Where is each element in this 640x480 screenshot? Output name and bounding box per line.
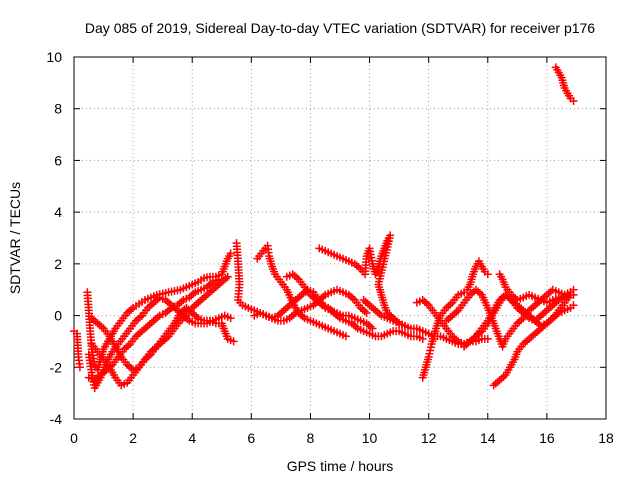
- series-arc-k: [315, 231, 410, 330]
- plot-area-frame: [73, 56, 607, 420]
- grid-lines: [74, 57, 606, 419]
- y-axis-label: SDTVAR / TECUs: [7, 182, 23, 294]
- series-arc-e: [87, 303, 238, 390]
- y-tick-label: 2: [54, 256, 62, 272]
- data-marks: [70, 63, 578, 392]
- x-tick-label: 4: [188, 430, 196, 446]
- data-point: [569, 301, 578, 310]
- x-tick-label: 8: [307, 430, 315, 446]
- series-arc-h: [253, 241, 350, 341]
- data-point: [75, 363, 84, 372]
- series-arc-i: [250, 285, 371, 325]
- data-point: [483, 270, 492, 279]
- series-arc-m: [418, 257, 492, 382]
- chart-title: Day 085 of 2019, Sidereal Day-to-day VTE…: [85, 20, 595, 36]
- data-point: [569, 96, 578, 105]
- y-tick-label: 8: [54, 101, 62, 117]
- y-tick-label: 4: [54, 204, 62, 220]
- x-tick-label: 16: [539, 430, 555, 446]
- y-tick-label: 0: [54, 308, 62, 324]
- data-point: [566, 288, 575, 297]
- series-arc-q: [489, 301, 578, 390]
- x-tick-label: 18: [598, 430, 614, 446]
- data-point: [341, 332, 350, 341]
- x-tick-label: 10: [362, 430, 378, 446]
- x-tick-label: 6: [247, 430, 255, 446]
- y-tick-label: 10: [46, 49, 62, 65]
- y-tick-label: -4: [50, 411, 63, 427]
- series-arc-f: [84, 293, 235, 392]
- data-point: [226, 249, 235, 258]
- data-point: [418, 334, 427, 343]
- x-tick-label: 0: [70, 430, 78, 446]
- x-tick-label: 12: [421, 430, 437, 446]
- data-point: [229, 337, 238, 346]
- y-tick-label: -2: [50, 359, 63, 375]
- data-point: [223, 272, 232, 281]
- x-tick-labels: 0 2 4 6 8 10 12 14 16 18: [70, 430, 614, 446]
- series-arc-j: [282, 270, 427, 343]
- series-arc-r: [495, 270, 575, 307]
- data-point: [226, 314, 235, 323]
- x-tick-label: 2: [129, 430, 137, 446]
- x-axis-label: GPS time / hours: [287, 458, 394, 474]
- data-point: [362, 308, 371, 317]
- y-tick-label: 6: [54, 152, 62, 168]
- data-point: [483, 334, 492, 343]
- series-arc-s: [551, 63, 578, 105]
- x-tick-label: 14: [480, 430, 496, 446]
- axis-ticks: [73, 56, 607, 420]
- y-tick-labels: -4 -2 0 2 4 6 8 10: [46, 49, 62, 427]
- series-arc-a: [70, 327, 84, 372]
